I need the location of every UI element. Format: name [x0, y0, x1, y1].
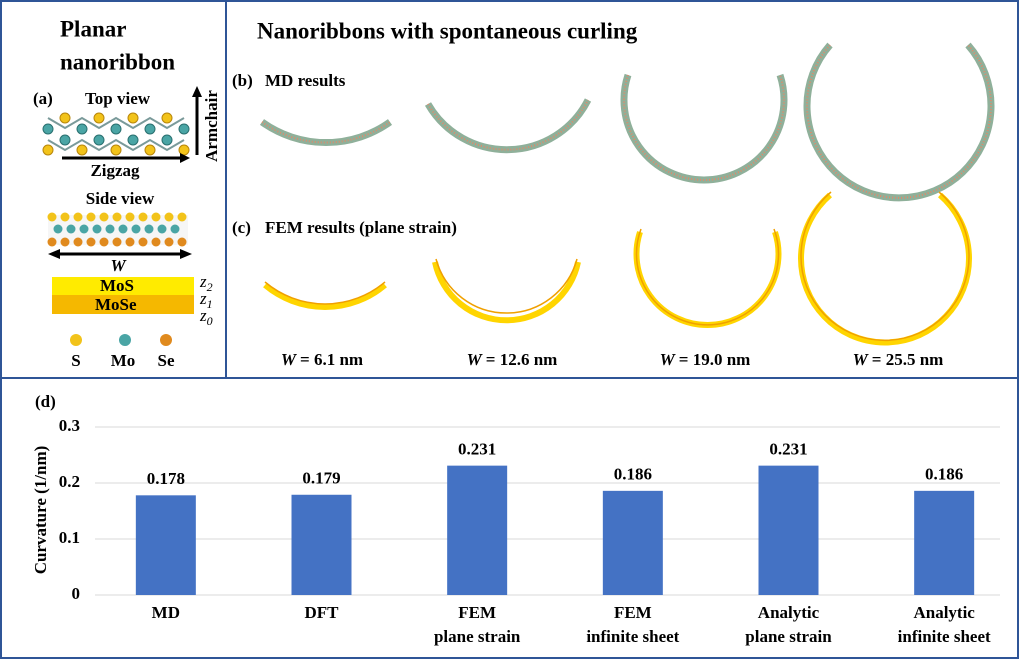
width-var: W: [853, 350, 870, 369]
bar: [292, 495, 352, 595]
x-tick-label: FEM: [614, 603, 652, 622]
value-label: 0.186: [614, 465, 652, 484]
y-tick-label: 0: [72, 584, 81, 603]
atom-label: Mo: [111, 351, 136, 370]
page: Planar nanoribbon (a) Top view Zigzag Ar…: [0, 0, 1019, 659]
figure: Planar nanoribbon (a) Top view Zigzag Ar…: [0, 0, 1019, 659]
value-label: 0.186: [925, 465, 963, 484]
y-tick-label: 0.3: [59, 416, 80, 435]
bar-chart: 0 0.1 0.2 0.3 0.178 MD 0.179 DFT 0.231 FEM plane s…: [59, 416, 1000, 646]
width-var: W: [660, 350, 677, 369]
bar: [603, 491, 663, 595]
x-tick-label: plane strain: [745, 627, 832, 646]
y-tick-label: 0.1: [59, 528, 80, 547]
width-label: W= 19.0 nm: [660, 350, 751, 369]
value-label: 0.231: [458, 440, 496, 459]
width-label: W= 6.1 nm: [281, 350, 363, 369]
z-sub: 0: [207, 314, 213, 328]
view-label: Side view: [86, 189, 155, 208]
atom-legend: [70, 334, 172, 346]
atom-label: Se: [158, 351, 175, 370]
md-ribbons: [262, 45, 991, 198]
width-var: W: [281, 350, 298, 369]
panel-title: Nanoribbons with spontaneous curling: [257, 18, 638, 43]
bar: [914, 491, 974, 595]
panel-label: (b): [232, 71, 253, 90]
panel-label: (a): [33, 89, 53, 108]
x-tick-label: plane strain: [434, 627, 521, 646]
width-label: W= 25.5 nm: [853, 350, 944, 369]
width-symbol: W: [110, 256, 127, 275]
atom-label: S: [71, 351, 80, 370]
value-label: 0.231: [769, 440, 807, 459]
value-label: 0.178: [147, 469, 185, 488]
x-tick-label: DFT: [305, 603, 340, 622]
x-tick-label: infinite sheet: [586, 627, 679, 646]
width-var: W: [467, 350, 484, 369]
view-label: Top view: [85, 89, 151, 108]
x-tick-label: Analytic: [913, 603, 975, 622]
width-text: = 25.5 nm: [872, 350, 944, 369]
side-view-lattice: [48, 213, 193, 260]
width-text: = 6.1 nm: [300, 350, 363, 369]
panel-title: Planar: [60, 16, 126, 41]
panel-title: MD results: [265, 71, 346, 90]
z-sub: 2: [207, 280, 213, 294]
x-tick-label: infinite sheet: [898, 627, 991, 646]
panel-title: FEM results (plane strain): [265, 218, 457, 237]
layer-label: MoSe: [95, 295, 137, 314]
width-text: = 12.6 nm: [486, 350, 558, 369]
y-axis-label: Curvature (1/nm): [31, 446, 50, 575]
x-tick-label: FEM: [458, 603, 496, 622]
layer-label: MoS: [100, 276, 134, 295]
bar: [136, 495, 196, 595]
width-label: W= 12.6 nm: [467, 350, 558, 369]
bar: [447, 466, 507, 595]
panel-label: (c): [232, 218, 251, 237]
x-tick-label: MD: [152, 603, 180, 622]
axis-label: Zigzag: [90, 161, 140, 180]
x-tick-label: Analytic: [758, 603, 820, 622]
y-tick-label: 0.2: [59, 472, 80, 491]
z-sub: 1: [207, 297, 213, 311]
panel-label: (d): [35, 392, 56, 411]
panel-title: nanoribbon: [60, 49, 175, 74]
fem-ribbons: [265, 192, 969, 342]
value-label: 0.179: [302, 469, 340, 488]
axis-label: Armchair: [202, 90, 221, 162]
bar: [759, 466, 819, 595]
width-text: = 19.0 nm: [679, 350, 751, 369]
